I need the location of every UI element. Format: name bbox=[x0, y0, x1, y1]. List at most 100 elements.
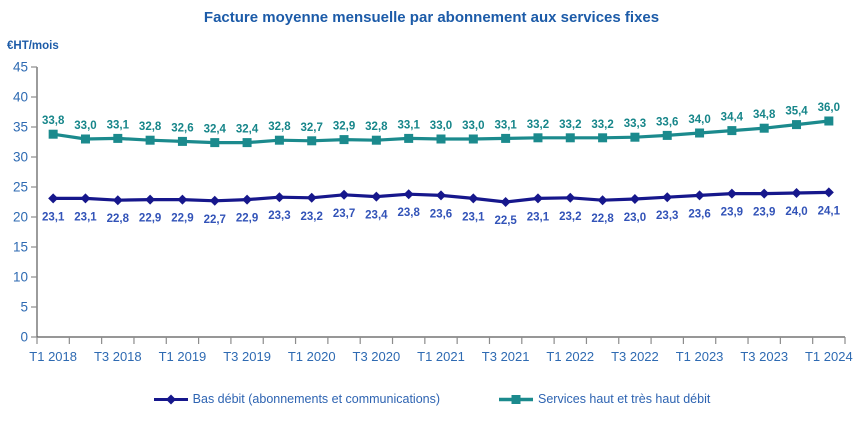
data-point-marker bbox=[339, 189, 350, 200]
data-point-marker bbox=[307, 136, 317, 146]
data-point-label: 24,0 bbox=[785, 206, 807, 218]
y-axis-tick-label: 30 bbox=[13, 150, 28, 165]
data-point-label: 23,6 bbox=[430, 208, 452, 220]
data-point-label: 33,8 bbox=[42, 115, 65, 127]
data-point-label: 32,4 bbox=[204, 124, 227, 136]
data-point-marker bbox=[177, 136, 187, 146]
data-point-marker bbox=[630, 132, 640, 142]
data-point-marker bbox=[306, 192, 317, 203]
data-point-marker bbox=[727, 126, 737, 136]
data-point-marker bbox=[210, 138, 220, 148]
data-point-label: 22,8 bbox=[107, 213, 130, 225]
legend-item-haut-debit: Services haut et très haut débit bbox=[498, 392, 710, 406]
data-point-label: 23,2 bbox=[559, 211, 581, 223]
x-axis-tick-label: T1 2022 bbox=[546, 349, 594, 364]
data-point-marker bbox=[242, 138, 252, 148]
data-point-label: 34,0 bbox=[688, 114, 710, 126]
legend-item-bas-debit: Bas débit (abonnements et communications… bbox=[153, 392, 440, 406]
y-axis-tick-label: 40 bbox=[13, 90, 28, 105]
data-point-label: 33,0 bbox=[74, 120, 96, 132]
data-point-label: 22,5 bbox=[494, 215, 517, 227]
y-axis-tick-label: 35 bbox=[13, 120, 28, 135]
data-point-label: 23,1 bbox=[462, 211, 485, 223]
data-point-marker bbox=[112, 195, 123, 206]
x-axis-tick-label: T1 2021 bbox=[417, 349, 465, 364]
data-point-label: 32,8 bbox=[365, 121, 388, 133]
data-point-marker bbox=[209, 195, 220, 206]
data-point-marker bbox=[662, 192, 673, 203]
data-point-marker bbox=[274, 192, 285, 203]
x-axis-tick-label: T3 2023 bbox=[740, 349, 788, 364]
y-axis-tick-label: 5 bbox=[20, 300, 28, 315]
line-chart-plot: 0 5 10 15 20 25 30 35 40 45 T1 2018 T3 2018 T1 2019 T… bbox=[13, 60, 853, 365]
data-point-marker bbox=[145, 135, 155, 145]
y-axis-tick-label: 20 bbox=[13, 210, 28, 225]
data-point-marker bbox=[242, 194, 253, 205]
y-axis-tick-label: 25 bbox=[13, 180, 28, 195]
data-point-label: 33,0 bbox=[430, 120, 452, 132]
data-point-marker bbox=[565, 192, 576, 203]
data-point-marker bbox=[468, 134, 478, 144]
data-point-label: 22,7 bbox=[204, 214, 226, 226]
data-point-label: 22,8 bbox=[591, 213, 614, 225]
data-point-marker bbox=[274, 135, 284, 145]
x-axis-tick-label: T1 2023 bbox=[676, 349, 724, 364]
data-point-marker bbox=[436, 190, 446, 201]
data-point-label: 23,1 bbox=[42, 211, 65, 223]
data-point-label: 33,2 bbox=[591, 119, 613, 131]
data-point-label: 34,8 bbox=[753, 109, 776, 121]
x-axis-tick-label: T1 2020 bbox=[288, 349, 336, 364]
data-point-label: 33,3 bbox=[624, 118, 646, 130]
y-axis-tick-label: 45 bbox=[13, 60, 28, 75]
data-point-label: 22,9 bbox=[139, 213, 161, 225]
data-point-marker bbox=[823, 187, 834, 198]
x-axis-tick-label: T3 2018 bbox=[94, 349, 142, 364]
data-point-marker bbox=[403, 189, 414, 200]
data-point-label: 22,9 bbox=[171, 213, 193, 225]
data-point-marker bbox=[113, 133, 123, 143]
data-point-label: 33,0 bbox=[462, 120, 484, 132]
data-point-label: 23,4 bbox=[365, 210, 388, 222]
x-axis-tick-label: T1 2019 bbox=[159, 349, 207, 364]
data-point-label: 35,4 bbox=[785, 106, 808, 118]
data-point-marker bbox=[80, 193, 91, 204]
data-point-label: 32,8 bbox=[139, 121, 162, 133]
data-point-label: 23,2 bbox=[301, 211, 323, 223]
x-axis-tick-label: T3 2020 bbox=[353, 349, 401, 364]
y-axis-tick-label: 10 bbox=[13, 270, 28, 285]
data-point-label: 22,9 bbox=[236, 213, 258, 225]
data-point-marker bbox=[468, 193, 479, 204]
data-point-marker bbox=[533, 133, 543, 143]
data-point-label: 23,8 bbox=[397, 207, 420, 219]
data-point-label: 32,7 bbox=[301, 122, 323, 134]
data-point-label: 32,9 bbox=[333, 121, 355, 133]
data-point-marker bbox=[177, 194, 188, 205]
data-point-label: 33,1 bbox=[494, 119, 517, 131]
data-point-marker bbox=[339, 135, 349, 145]
data-point-marker bbox=[565, 133, 575, 143]
data-point-marker bbox=[532, 193, 543, 204]
data-point-marker bbox=[80, 134, 90, 144]
data-point-label: 33,1 bbox=[107, 119, 130, 131]
data-point-marker bbox=[598, 133, 608, 143]
x-axis-tick-label: T3 2021 bbox=[482, 349, 530, 364]
data-point-label: 23,3 bbox=[656, 210, 678, 222]
data-point-marker bbox=[695, 128, 705, 138]
data-point-marker bbox=[629, 194, 640, 204]
data-point-marker bbox=[759, 123, 769, 133]
data-point-marker bbox=[726, 188, 737, 199]
data-point-marker bbox=[792, 120, 802, 130]
data-point-marker bbox=[371, 191, 382, 202]
data-point-marker bbox=[371, 135, 381, 145]
data-point-label: 23,7 bbox=[333, 208, 355, 220]
data-point-label: 24,1 bbox=[818, 205, 841, 217]
data-point-label: 33,2 bbox=[559, 119, 581, 131]
data-point-marker bbox=[48, 129, 58, 139]
data-point-label: 33,2 bbox=[527, 119, 549, 131]
data-point-label: 36,0 bbox=[818, 102, 840, 114]
data-point-label: 23,3 bbox=[268, 210, 290, 222]
x-axis-tick-label: T3 2019 bbox=[223, 349, 271, 364]
data-point-marker bbox=[404, 133, 414, 143]
data-point-label: 33,1 bbox=[397, 119, 420, 131]
data-point-marker bbox=[597, 195, 608, 206]
